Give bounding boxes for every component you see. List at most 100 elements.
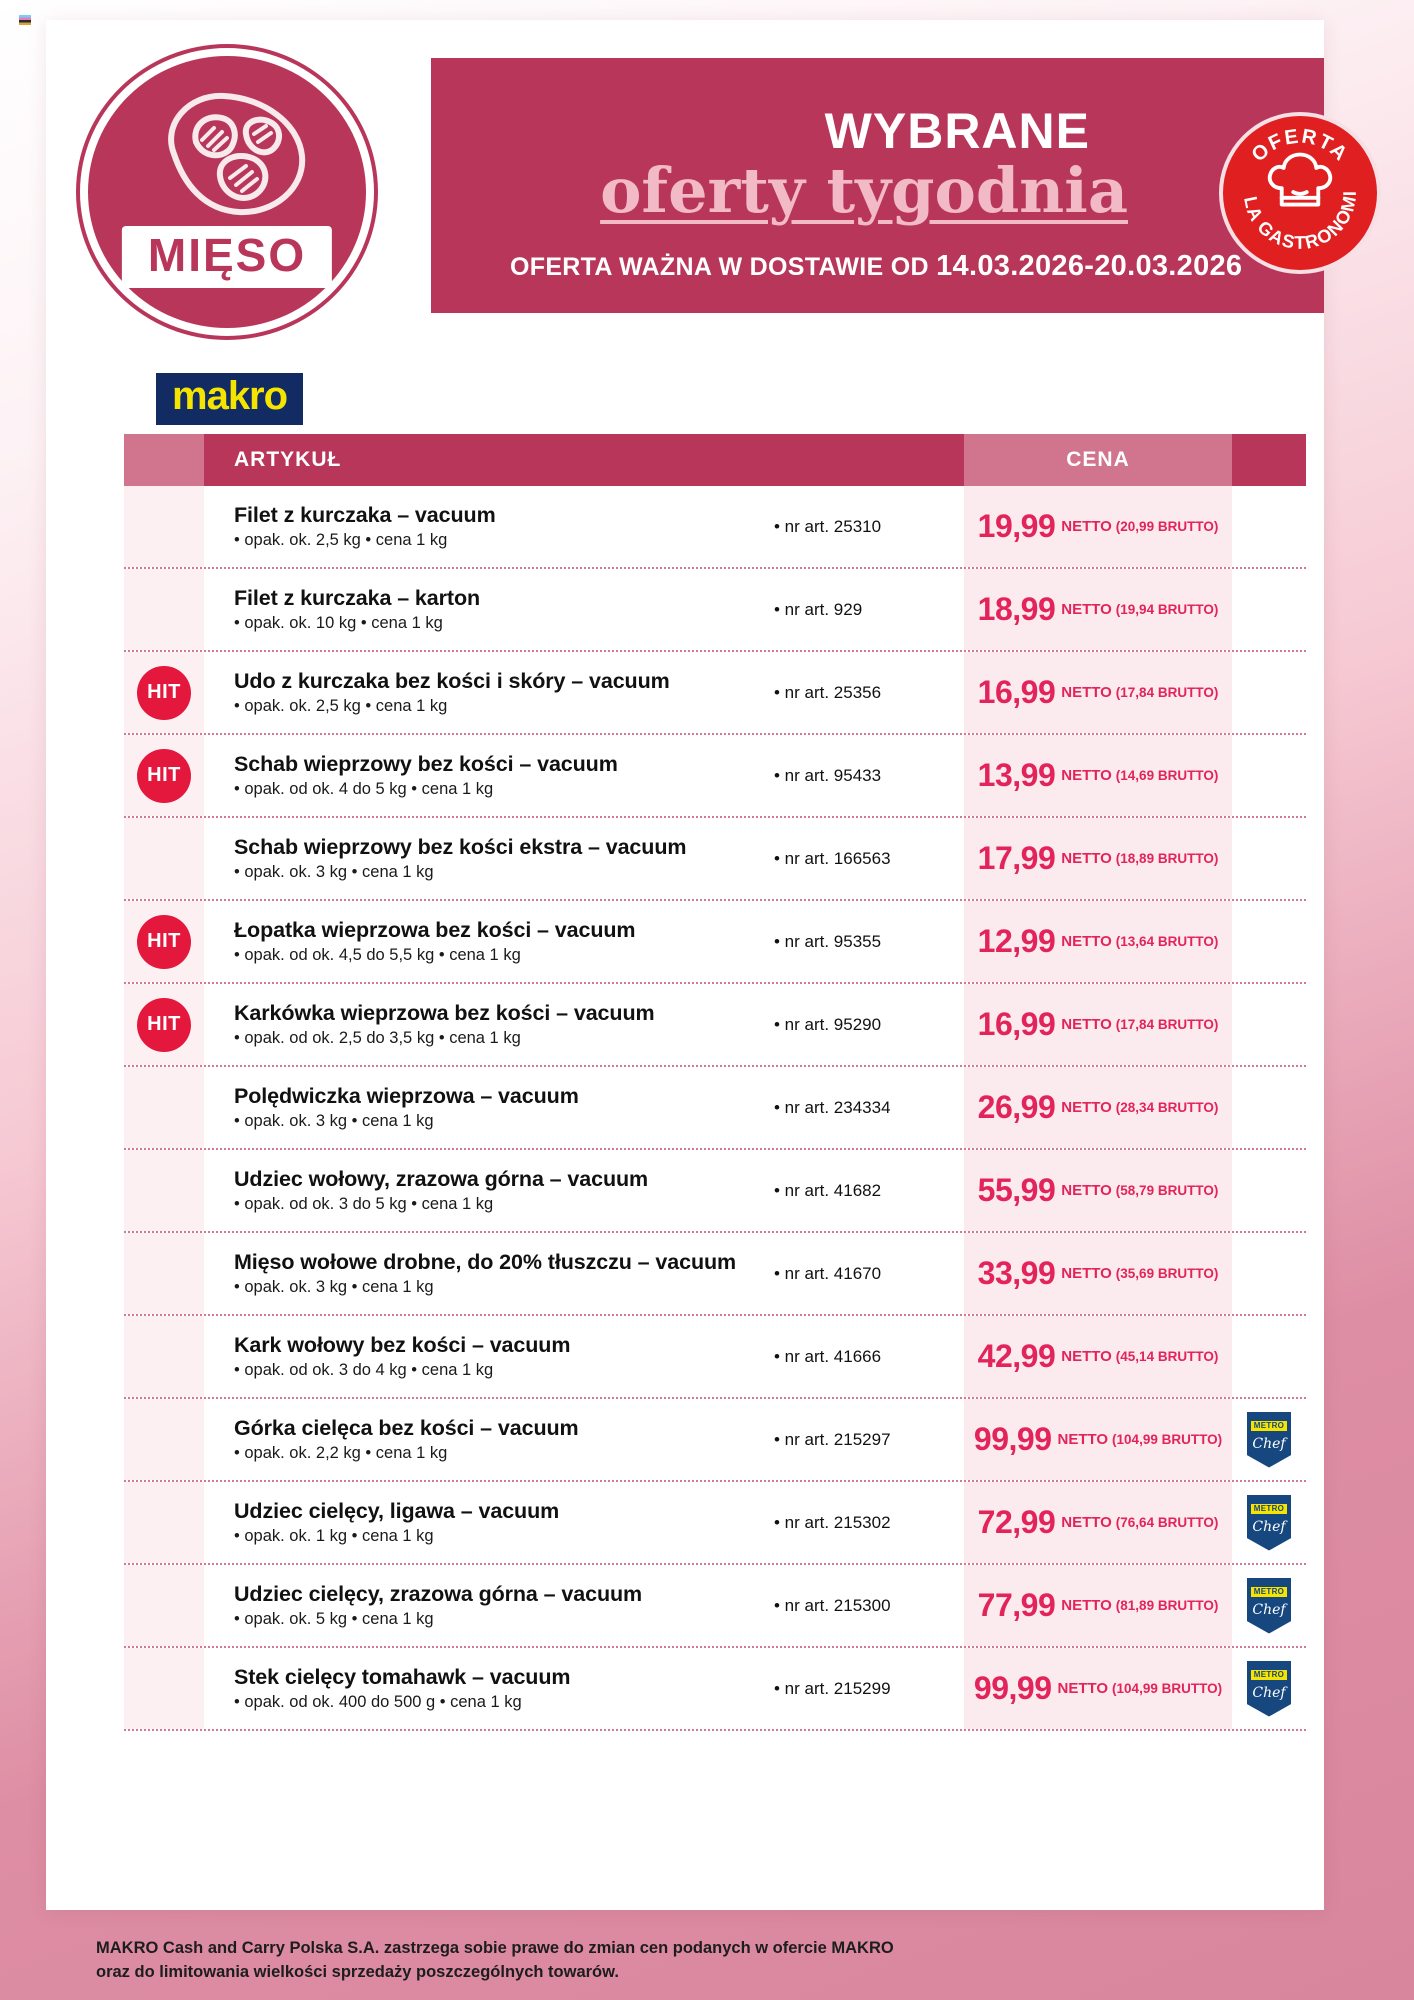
table-row[interactable]: Mięso wołowe drobne, do 20% tłuszczu – v… [124,1233,1306,1316]
row-product-cell: Stek cielęcy tomahawk – vacuum • opak. od… [204,1648,774,1729]
metro-chef-badge: METRO Chef [1247,1660,1291,1717]
row-product-cell: Udziec wołowy, zrazowa górna – vacuum • o… [204,1150,774,1231]
row-price-cell: 99,99 NETTO (104,99 BRUTTO) [964,1399,1232,1480]
row-product-cell: Karkówka wieprzowa bez kości – vacuum • o… [204,984,774,1065]
product-title: Łopatka wieprzowa bez kości – vacuum [234,917,636,942]
table-row[interactable]: Kark wołowy bez kości – vacuum • opak. od… [124,1316,1306,1399]
product-article-number: • nr art. 95355 [774,901,964,982]
row-price-cell: 18,99 NETTO (19,94 BRUTTO) [964,569,1232,650]
row-product-cell: Łopatka wieprzowa bez kości – vacuum • op… [204,901,774,982]
row-product-cell: Filet z kurczaka – karton • opak. ok. 10 … [204,569,774,650]
header-article-column: ARTYKUŁ [204,434,964,486]
steak-icon [168,92,306,216]
table-row[interactable]: Schab wieprzowy bez kości ekstra – vacuu… [124,818,1306,901]
row-price-cell: 77,99 NETTO (81,89 BRUTTO) [964,1565,1232,1646]
product-article-number: • nr art. 166563 [774,818,964,899]
price-net-value: 16,99 [977,1006,1056,1042]
row-price-cell: 33,99 NETTO (35,69 BRUTTO) [964,1233,1232,1314]
price-net-value: 99,99 [973,1670,1052,1706]
price-gross-value: (58,79 BRUTTO) [1115,1183,1219,1198]
product-article-number: • nr art. 41670 [774,1233,964,1314]
price-net-value: 17,99 [977,840,1056,876]
price-gross-value: (28,34 BRUTTO) [1115,1100,1219,1115]
table-row[interactable]: Udziec wołowy, zrazowa górna – vacuum • o… [124,1150,1306,1233]
row-product-cell: Schab wieprzowy bez kości ekstra – vacuu… [204,818,774,899]
price-gross-value: (19,94 BRUTTO) [1115,602,1219,617]
metro-chef-chef-label: Chef [1252,1684,1286,1701]
row-product-cell: Udziec cielęcy, zrazowa górna – vacuum • … [204,1565,774,1646]
table-row[interactable]: Stek cielęcy tomahawk – vacuum • opak. od… [124,1648,1306,1731]
price-net-value: 33,99 [977,1255,1056,1291]
product-title: Udziec cielęcy, ligawa – vacuum [234,1498,560,1523]
logo-outer-ring [76,44,378,340]
category-label: MIĘSO [121,226,333,288]
row-price-cell: 26,99 NETTO (28,34 BRUTTO) [964,1067,1232,1148]
validity-dates: 14.03.2026-20.03.2026 [936,250,1243,282]
metro-chef-chef-label: Chef [1252,1518,1286,1535]
product-article-number: • nr art. 95433 [774,735,964,816]
row-price-cell: 16,99 NETTO (17,84 BRUTTO) [964,984,1232,1065]
product-title: Polędwiczka wieprzowa – vacuum [234,1083,579,1108]
metro-chef-badge: METRO Chef [1247,1577,1291,1634]
price-net-value: 77,99 [977,1587,1056,1623]
registration-mark [18,14,32,26]
footer-line-2: oraz do limitowania wielkości sprzedaży … [96,1962,619,1981]
row-product-cell: Górka cielęca bez kości – vacuum • opak. … [204,1399,774,1480]
footer-line-1: MAKRO Cash and Carry Polska S.A. zastrze… [96,1939,894,1957]
price-net-label: NETTO [1061,1348,1112,1365]
row-badge-cell [124,1150,204,1231]
product-title: Mięso wołowe drobne, do 20% tłuszczu – v… [234,1249,737,1274]
product-subtitle: • opak. ok. 3 kg • cena 1 kg [234,1278,434,1297]
row-price-cell: 16,99 NETTO (17,84 BRUTTO) [964,652,1232,733]
product-subtitle: • opak. ok. 2,5 kg • cena 1 kg [234,697,448,716]
price-gross-value: (104,99 BRUTTO) [1112,1432,1223,1447]
table-row[interactable]: Górka cielęca bez kości – vacuum • opak. … [124,1399,1306,1482]
header-article-label: ARTYKUŁ [234,448,342,471]
table-row[interactable]: Polędwiczka wieprzowa – vacuum • opak. ok… [124,1067,1306,1150]
hit-badge: HIT [137,914,191,969]
product-title: Schab wieprzowy bez kości – vacuum [234,751,618,776]
price-net-label: NETTO [1061,684,1112,701]
table-row[interactable]: Filet z kurczaka – vacuum • opak. ok. 2,5… [124,486,1306,569]
offers-table: ARTYKUŁ CENA Filet z kurczaka – vacuum • … [124,434,1306,1731]
product-title: Schab wieprzowy bez kości ekstra – vacuu… [234,834,687,859]
table-row[interactable]: HIT Łopatka wieprzowa bez kości – vacuum •… [124,901,1306,984]
row-price-cell: 12,99 NETTO (13,64 BRUTTO) [964,901,1232,982]
row-chef-cell [1232,569,1306,650]
row-badge-cell: HIT [124,735,204,816]
logo-inner-disc: MIĘSO [88,56,366,328]
table-row[interactable]: Udziec cielęcy, zrazowa górna – vacuum • … [124,1565,1306,1648]
product-article-number: • nr art. 41666 [774,1316,964,1397]
header-badge-column [124,434,204,486]
price-net-value: 72,99 [977,1504,1056,1540]
price-net-value: 16,99 [977,674,1056,710]
table-row[interactable]: Filet z kurczaka – karton • opak. ok. 10 … [124,569,1306,652]
table-row[interactable]: HIT Udo z kurczaka bez kości i skóry – va… [124,652,1306,735]
table-row[interactable]: HIT Schab wieprzowy bez kości – vacuum • o… [124,735,1306,818]
product-subtitle: • opak. ok. 5 kg • cena 1 kg [234,1610,434,1629]
product-article-number: • nr art. 929 [774,569,964,650]
product-title: Górka cielęca bez kości – vacuum [234,1415,579,1440]
validity-prefix: OFERTA WAŻNA W DOSTAWIE OD [510,253,937,281]
row-badge-cell [124,486,204,567]
row-chef-cell [1232,818,1306,899]
flyer-card: WYBRANE oferty tygodnia OFERTA WAŻNA W D… [46,20,1381,1910]
product-subtitle: • opak. od ok. 2,5 do 3,5 kg • cena 1 kg [234,1029,521,1048]
product-article-number: • nr art. 95290 [774,984,964,1065]
row-chef-cell [1232,984,1306,1065]
row-price-cell: 99,99 NETTO (104,99 BRUTTO) [964,1648,1232,1729]
product-title: Karkówka wieprzowa bez kości – vacuum [234,1000,655,1025]
table-row[interactable]: Udziec cielęcy, ligawa – vacuum • opak. o… [124,1482,1306,1565]
metro-chef-metro-label: METRO [1250,1503,1288,1514]
product-title: Udziec wołowy, zrazowa górna – vacuum [234,1166,649,1191]
product-subtitle: • opak. od ok. 4 do 5 kg • cena 1 kg [234,780,494,799]
product-subtitle: • opak. ok. 2,2 kg • cena 1 kg [234,1444,448,1463]
row-price-cell: 72,99 NETTO (76,64 BRUTTO) [964,1482,1232,1563]
row-price-cell: 42,99 NETTO (45,14 BRUTTO) [964,1316,1232,1397]
header-price-label: CENA [1066,448,1130,471]
product-article-number: • nr art. 215300 [774,1565,964,1646]
table-row[interactable]: HIT Karkówka wieprzowa bez kości – vacuum… [124,984,1306,1067]
metro-chef-metro-label: METRO [1250,1669,1288,1680]
price-net-label: NETTO [1061,1016,1112,1033]
promo-banner: WYBRANE oferty tygodnia OFERTA WAŻNA W D… [431,58,1324,313]
